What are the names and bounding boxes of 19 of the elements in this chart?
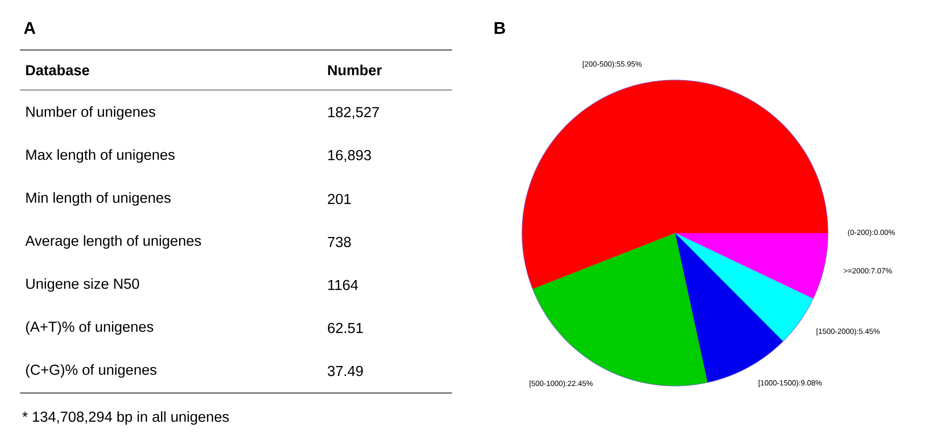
text: A [24,22,36,34]
text: 201 [328,194,351,204]
text: Min length of unigenes [26,192,171,206]
text: Unigene size N50 [26,278,140,292]
text: Database [26,64,90,76]
text: 738 [328,236,351,248]
text: * 134,708,294 bp in all unigenes [22,411,229,425]
text: 182,527 [328,107,379,119]
text: 1164 [328,280,358,290]
text: Average length of unigenes [25,235,201,249]
text: 37.49 [328,366,363,376]
chart-title: B [494,22,506,34]
text: Number [328,64,382,76]
text: 62.51 [328,322,363,334]
text: (A+T)% of unigenes [26,321,154,335]
text: Max length of unigenes [26,149,175,163]
text: 16,893 [328,150,371,162]
text: Number of unigenes [26,106,156,120]
text: (C+G)% of unigenes [26,364,156,378]
